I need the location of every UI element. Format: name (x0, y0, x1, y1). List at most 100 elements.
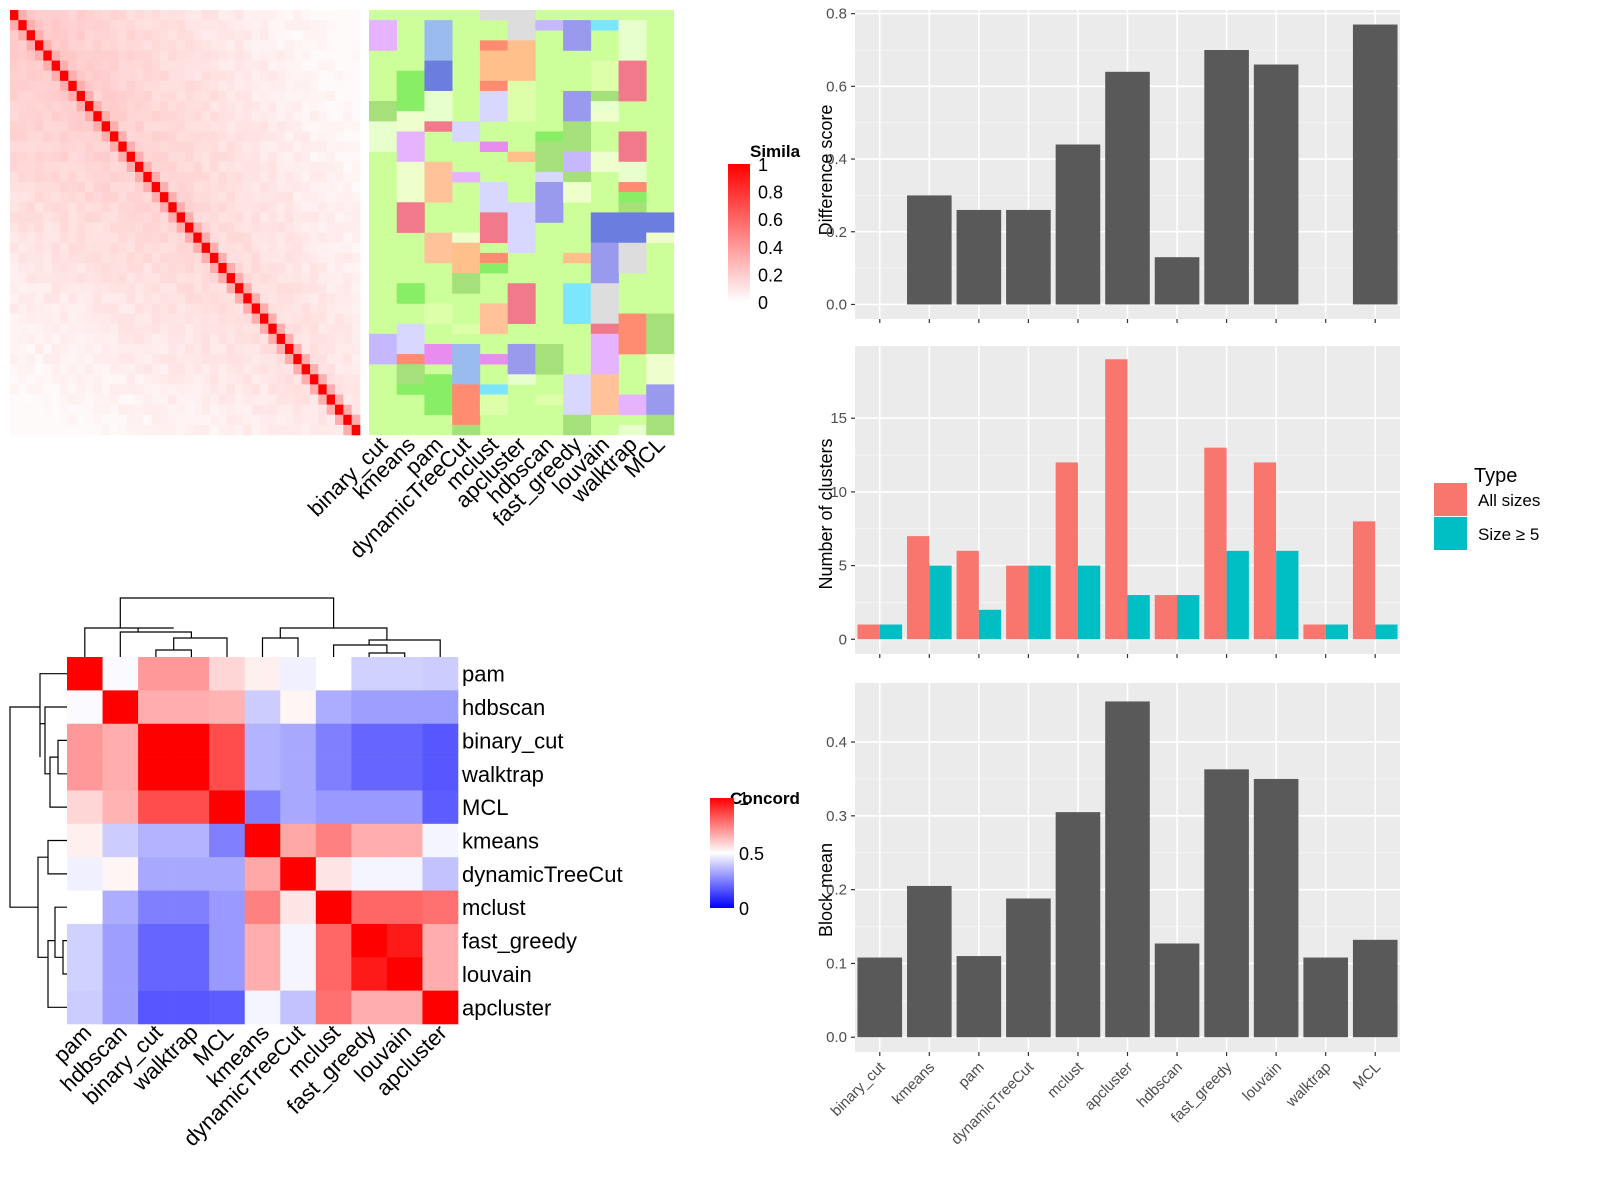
similarity-cell (343, 111, 352, 122)
similarity-cell (110, 192, 119, 203)
concordance-cell (351, 723, 388, 758)
bar (956, 956, 1002, 1038)
similarity-cell (18, 384, 27, 395)
similarity-cell (343, 364, 352, 375)
similarity-cell (135, 30, 144, 41)
similarity-cell (43, 30, 52, 41)
dendrogram-branch (333, 644, 388, 657)
similarity-legend-tick: 0.4 (758, 238, 783, 258)
similarity-cell (135, 262, 144, 274)
similarity-cell (193, 10, 202, 21)
concordance-cell (315, 857, 352, 891)
similarity-cell (110, 131, 119, 142)
similarity-cell (135, 394, 144, 405)
annotation-cell (507, 151, 536, 163)
similarity-cell (343, 424, 352, 436)
similarity-cell (110, 252, 119, 264)
similarity-cell (351, 101, 361, 112)
bar-all-sizes (1204, 447, 1227, 640)
similarity-cell (201, 121, 211, 132)
similarity-cell (118, 111, 127, 122)
similarity-cell (251, 30, 261, 41)
similarity-cell (168, 374, 177, 385)
similarity-cell (93, 111, 102, 122)
similarity-cell (118, 303, 127, 314)
similarity-cell (68, 222, 77, 233)
similarity-cell (126, 161, 136, 173)
similarity-cell (76, 10, 86, 21)
annotation-cell (479, 50, 508, 82)
similarity-cell (151, 273, 161, 284)
similarity-cell (110, 283, 119, 294)
similarity-cell (251, 192, 261, 203)
similarity-cell (168, 192, 177, 203)
similarity-cell (68, 161, 77, 173)
similarity-cell (135, 333, 144, 345)
similarity-cell (10, 111, 19, 122)
similarity-cell (110, 293, 119, 304)
similarity-cell (326, 111, 336, 122)
similarity-cell (251, 232, 261, 244)
similarity-cell (343, 262, 352, 274)
similarity-cell (276, 90, 286, 102)
similarity-cell (193, 80, 202, 92)
similarity-cell (185, 273, 194, 284)
similarity-cell (143, 20, 152, 31)
similarity-cell (126, 364, 136, 375)
similarity-cell (93, 192, 102, 203)
similarity-cell (210, 333, 219, 345)
similarity-cell (143, 252, 152, 264)
similarity-cell (68, 212, 77, 223)
x-tick-label: louvain (1239, 1059, 1285, 1105)
concordance-row-label: hdbscan (462, 695, 545, 720)
similarity-cell (235, 283, 244, 294)
similarity-cell (43, 343, 52, 355)
similarity-cell (26, 222, 36, 233)
similarity-cell (151, 394, 161, 405)
similarity-cell (160, 394, 169, 405)
similarity-cell (176, 262, 186, 274)
similarity-cell (101, 171, 111, 183)
similarity-cell (85, 192, 94, 203)
similarity-cell (285, 182, 294, 193)
similarity-cell (243, 303, 252, 314)
similarity-cell (26, 80, 36, 92)
similarity-cell (51, 384, 61, 395)
similarity-cell (318, 50, 327, 61)
similarity-cell (268, 333, 277, 345)
concordance-row-label: mclust (462, 895, 526, 920)
similarity-cell (126, 202, 136, 213)
similarity-cell (93, 50, 102, 61)
similarity-cell (210, 101, 219, 112)
similarity-cell (201, 101, 211, 112)
annotation-cell (424, 60, 453, 92)
similarity-cell (85, 293, 94, 304)
x-tick-label: dynamicTreeCut (948, 1058, 1038, 1148)
similarity-cell (35, 313, 44, 324)
similarity-cell (68, 111, 77, 122)
similarity-cell (10, 283, 19, 294)
annotation-cell (618, 20, 647, 61)
similarity-cell (185, 303, 194, 314)
similarity-cell (76, 161, 86, 173)
similarity-cell (326, 232, 336, 244)
similarity-cell (135, 354, 144, 365)
similarity-cell (260, 101, 269, 112)
similarity-cell (168, 273, 177, 284)
y-tick-label: 15 (830, 410, 847, 427)
similarity-cell (193, 141, 202, 152)
similarity-cell (26, 242, 36, 254)
similarity-cell (68, 323, 77, 335)
similarity-cell (335, 252, 344, 264)
similarity-cell (251, 50, 261, 61)
similarity-cell (218, 323, 227, 335)
similarity-cell (326, 171, 336, 183)
similarity-cell (10, 333, 19, 345)
annotation-cell (452, 323, 481, 335)
similarity-cell (85, 313, 94, 324)
similarity-cell (110, 364, 119, 375)
similarity-cell (251, 424, 261, 436)
similarity-cell (110, 273, 119, 284)
similarity-cell (126, 192, 136, 203)
similarity-cell (85, 20, 94, 31)
